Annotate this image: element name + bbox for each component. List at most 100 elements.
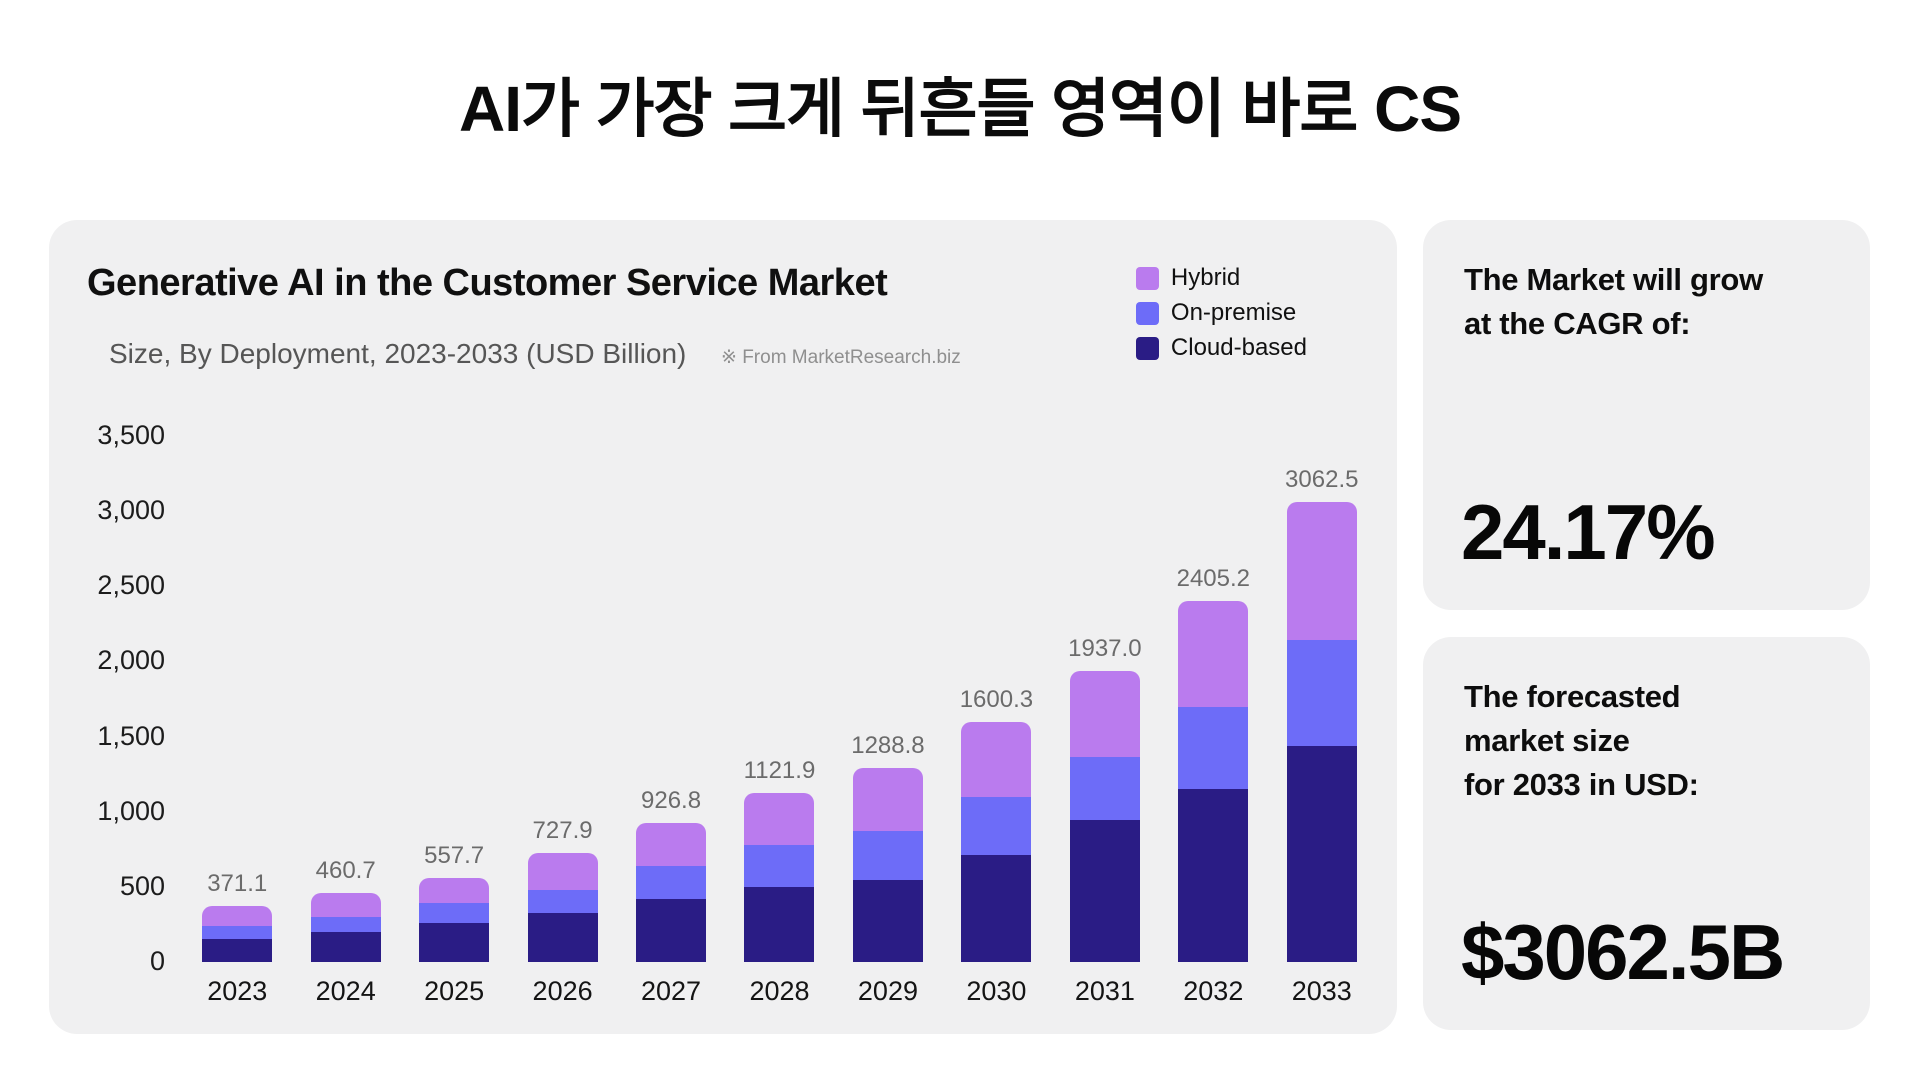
bar-value-label: 371.1 (207, 870, 268, 898)
bar-segment-cloud-based (202, 939, 273, 962)
legend-swatch-icon (1135, 336, 1159, 360)
bar-segment-hybrid (310, 892, 381, 917)
bar-segment-hybrid (636, 822, 707, 866)
bar-value-label: 2405.2 (1176, 564, 1250, 592)
bar-segment-cloud-based (419, 922, 490, 962)
bar-segment-on-premise (744, 844, 815, 888)
x-tick-label: 2027 (641, 976, 702, 1006)
x-tick-label: 2024 (315, 976, 376, 1006)
stat-card-cagr: The Market will grow at the CAGR of: 24.1… (1423, 220, 1870, 610)
stat-heading-cagr: The Market will grow at the CAGR of: (1464, 258, 1763, 346)
legend-row: Hybrid (1135, 264, 1307, 292)
bar-segment-cloud-based (744, 887, 815, 962)
stat-heading-line: The forecasted (1464, 679, 1681, 714)
legend-row: On-premise (1135, 299, 1307, 327)
bar-column-2030: 1600.3 (942, 392, 1050, 962)
bar-segment-on-premise (202, 925, 273, 940)
bar-segment-cloud-based (1069, 820, 1140, 962)
chart-card: Generative AI in the Customer Service Ma… (49, 220, 1397, 1034)
bar-stack (1178, 600, 1249, 962)
bar-segment-cloud-based (636, 899, 707, 962)
bar-segment-on-premise (310, 916, 381, 932)
y-tick-label: 3,000 (97, 495, 165, 526)
bar-stack (1286, 501, 1357, 962)
bar-segment-on-premise (961, 796, 1032, 856)
legend-label: Cloud-based (1170, 334, 1307, 361)
legend-row: Cloud-based (1135, 334, 1307, 362)
bar-stack (310, 892, 381, 962)
x-axis: 2023 2024 2025 2026 2027 2028 2029 2030 2031 2032… (183, 976, 1376, 1007)
bar-stack (527, 852, 598, 962)
stat-heading-line: market size (1464, 723, 1630, 759)
y-tick-label: 2,500 (97, 570, 165, 601)
y-tick-label: 3,500 (97, 419, 165, 450)
bar-value-label: 1600.3 (959, 685, 1034, 713)
bar-segment-hybrid (419, 878, 490, 903)
bar-segment-hybrid (852, 768, 923, 831)
bar-segment-on-premise (636, 865, 707, 900)
bar-column-2023: 371.1 (183, 392, 291, 962)
bar-segment-on-premise (419, 902, 490, 923)
bar-stack (1069, 670, 1140, 962)
bar-column-2031: 1937.0 (1051, 392, 1159, 962)
chart-title: Generative AI in the Customer Service Ma… (87, 262, 888, 304)
bar-stack (961, 721, 1032, 962)
bar-value-label: 557.7 (424, 842, 485, 870)
bar-column-2027: 926.8 (617, 392, 725, 962)
legend-label: On-premise (1170, 299, 1297, 326)
bar-value-label: 1121.9 (743, 757, 816, 785)
y-tick-label: 2,000 (97, 645, 165, 676)
bar-segment-on-premise (527, 889, 598, 914)
bar-value-label: 926.8 (641, 786, 702, 814)
legend-label: Hybrid (1170, 264, 1241, 291)
bar-stack (636, 822, 707, 962)
bar-segment-hybrid (1069, 670, 1140, 758)
bar-segment-hybrid (1178, 600, 1249, 707)
chart-legend: Hybrid On-premise Cloud-based (1135, 264, 1307, 362)
page-title: AI가 가장 크게 뒤흔들 영역이 바로 CS (458, 73, 1462, 145)
bar-segment-on-premise (1178, 706, 1249, 790)
x-tick-label: 2033 (1291, 976, 1352, 1006)
plot-area: 371.1 460.7 557.7 727.9 926.8 1121.9 1288.8 160… (183, 392, 1376, 962)
bar-segment-hybrid (202, 906, 273, 926)
bar-stack (419, 878, 490, 962)
bar-segment-hybrid (527, 852, 598, 890)
y-tick-label: 500 (119, 870, 165, 901)
stat-heading-forecast: The forecasted market size for 2033 in USD… (1464, 675, 1699, 807)
bar-value-label: 3062.5 (1285, 465, 1359, 493)
bar-column-2029: 1288.8 (834, 392, 942, 962)
bar-segment-on-premise (1286, 640, 1357, 746)
legend-swatch-icon (1135, 301, 1159, 325)
bar-value-label: 727.9 (532, 816, 593, 844)
chart-source-note: ※ From MarketResearch.biz (721, 347, 961, 368)
x-tick-label: 2028 (749, 976, 810, 1006)
bar-value-label: 1288.8 (851, 732, 925, 760)
stat-card-forecast: The forecasted market size for 2033 in USD… (1423, 637, 1870, 1030)
y-axis: 0 500 1,000 1,500 2,000 2,500 3,000 3,500 (79, 392, 165, 974)
chart-subtitle: Size, By Deployment, 2023-2033 (USD Bill… (109, 338, 687, 369)
stat-value-forecast: $3062.5B (1461, 908, 1785, 996)
bar-value-label: 460.7 (315, 856, 376, 884)
bar-segment-hybrid (744, 793, 815, 845)
y-tick-label: 1,000 (97, 795, 165, 826)
bar-column-2025: 557.7 (400, 392, 508, 962)
bar-stack (852, 768, 923, 962)
x-tick-label: 2032 (1183, 976, 1244, 1006)
bar-column-2024: 460.7 (291, 392, 399, 962)
bar-segment-hybrid (1286, 501, 1357, 641)
x-tick-label: 2031 (1074, 976, 1135, 1006)
bar-column-2026: 727.9 (508, 392, 616, 962)
x-tick-label: 2030 (966, 976, 1027, 1006)
bar-segment-on-premise (852, 830, 923, 880)
bar-segment-cloud-based (1286, 745, 1357, 962)
bar-column-2033: 3062.5 (1268, 392, 1376, 962)
bar-segment-cloud-based (1178, 789, 1249, 962)
bar-segment-cloud-based (961, 855, 1032, 962)
y-tick-label: 0 (149, 946, 165, 976)
stat-value-cagr: 24.17% (1461, 488, 1716, 576)
y-tick-label: 1,500 (97, 720, 165, 751)
x-tick-label: 2026 (532, 976, 593, 1006)
stat-heading-line: for 2033 in USD: (1464, 767, 1699, 803)
stat-heading-line: at the CAGR of: (1464, 306, 1691, 342)
